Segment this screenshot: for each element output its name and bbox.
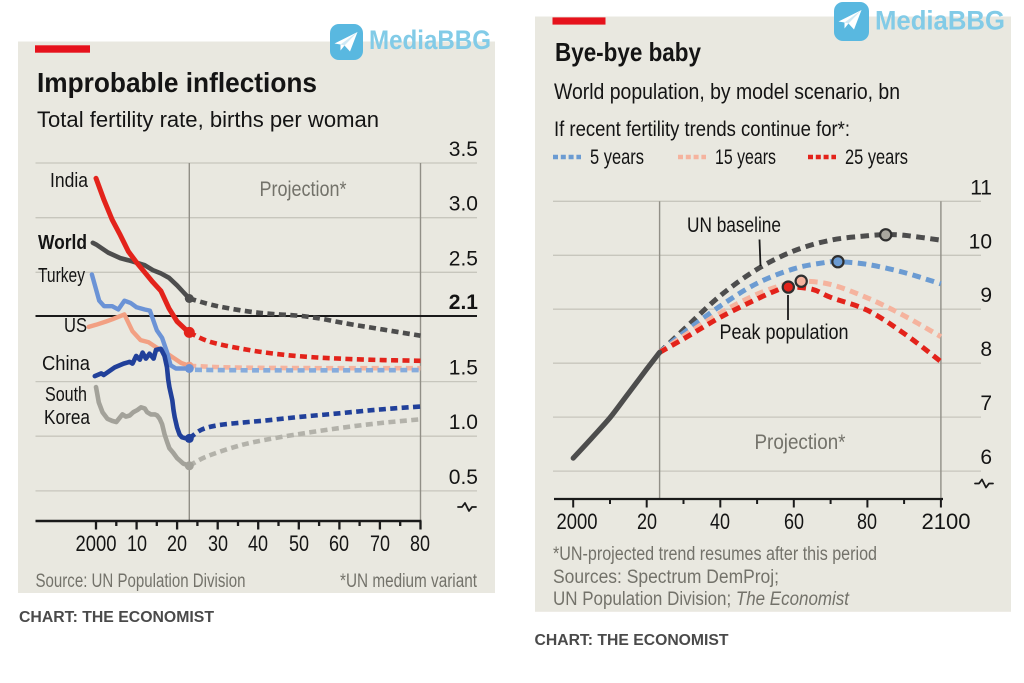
svg-text:Bye-bye baby: Bye-bye baby xyxy=(555,37,701,67)
svg-text:30: 30 xyxy=(208,531,228,556)
svg-text:10: 10 xyxy=(127,531,147,556)
svg-text:5 years: 5 years xyxy=(590,146,644,169)
svg-text:World: World xyxy=(38,232,87,254)
svg-text:China: China xyxy=(42,353,91,375)
svg-text:Total fertility rate, births p: Total fertility rate, births per woman xyxy=(37,107,379,132)
svg-text:Sources: Spectrum DemProj;: Sources: Spectrum DemProj; xyxy=(553,567,779,588)
svg-text:40: 40 xyxy=(248,531,268,556)
svg-text:MediaBBG: MediaBBG xyxy=(875,6,1005,36)
svg-text:Projection*: Projection* xyxy=(755,431,846,454)
svg-text:CHART: THE ECONOMIST: CHART: THE ECONOMIST xyxy=(535,632,730,649)
svg-text:World population, by model sce: World population, by model scenario, bn xyxy=(554,79,900,104)
svg-text:CHART: THE ECONOMIST: CHART: THE ECONOMIST xyxy=(19,609,215,626)
svg-text:Peak population: Peak population xyxy=(720,321,849,344)
svg-text:7: 7 xyxy=(980,392,992,415)
svg-text:2000: 2000 xyxy=(557,509,598,534)
svg-text:15 years: 15 years xyxy=(715,146,776,169)
svg-text:*UN-projected trend resumes af: *UN-projected trend resumes after this p… xyxy=(553,544,877,565)
svg-text:South: South xyxy=(45,384,87,406)
svg-text:40: 40 xyxy=(710,509,730,534)
svg-text:2000: 2000 xyxy=(76,531,117,556)
svg-text:*UN medium variant: *UN medium variant xyxy=(340,571,478,592)
svg-text:If recent fertility trends con: If recent fertility trends continue for*… xyxy=(554,118,850,141)
svg-text:1.5: 1.5 xyxy=(449,357,478,380)
svg-text:Korea: Korea xyxy=(44,407,91,429)
svg-text:Source: UN Population Division: Source: UN Population Division xyxy=(36,571,246,592)
svg-text:UN baseline: UN baseline xyxy=(687,214,781,237)
svg-text:US: US xyxy=(64,315,87,337)
svg-text:80: 80 xyxy=(857,509,877,534)
svg-text:MediaBBG: MediaBBG xyxy=(369,25,491,55)
svg-text:Turkey: Turkey xyxy=(38,265,85,287)
svg-text:2100: 2100 xyxy=(922,509,971,534)
svg-text:3.0: 3.0 xyxy=(449,193,478,216)
svg-text:1.0: 1.0 xyxy=(449,411,478,434)
svg-text:3.5: 3.5 xyxy=(449,138,478,161)
svg-text:6: 6 xyxy=(980,446,992,469)
svg-text:Projection*: Projection* xyxy=(260,178,347,201)
svg-text:9: 9 xyxy=(980,284,992,307)
svg-text:50: 50 xyxy=(289,531,309,556)
svg-text:60: 60 xyxy=(329,531,349,556)
svg-text:11: 11 xyxy=(970,176,992,199)
svg-text:8: 8 xyxy=(980,338,992,361)
svg-text:20: 20 xyxy=(167,531,187,556)
svg-text:UN Population Division; The Ec: UN Population Division; The Economist xyxy=(553,589,850,610)
svg-text:0.5: 0.5 xyxy=(449,466,478,489)
svg-text:2.1: 2.1 xyxy=(449,291,479,314)
svg-text:10: 10 xyxy=(969,230,992,253)
svg-text:60: 60 xyxy=(784,509,804,534)
svg-text:25 years: 25 years xyxy=(845,146,908,169)
svg-text:80: 80 xyxy=(410,531,430,556)
svg-text:70: 70 xyxy=(370,531,390,556)
svg-text:20: 20 xyxy=(637,509,657,534)
svg-text:2.5: 2.5 xyxy=(449,247,478,270)
svg-text:Improbable inflections: Improbable inflections xyxy=(37,67,317,98)
svg-text:India: India xyxy=(50,170,89,192)
